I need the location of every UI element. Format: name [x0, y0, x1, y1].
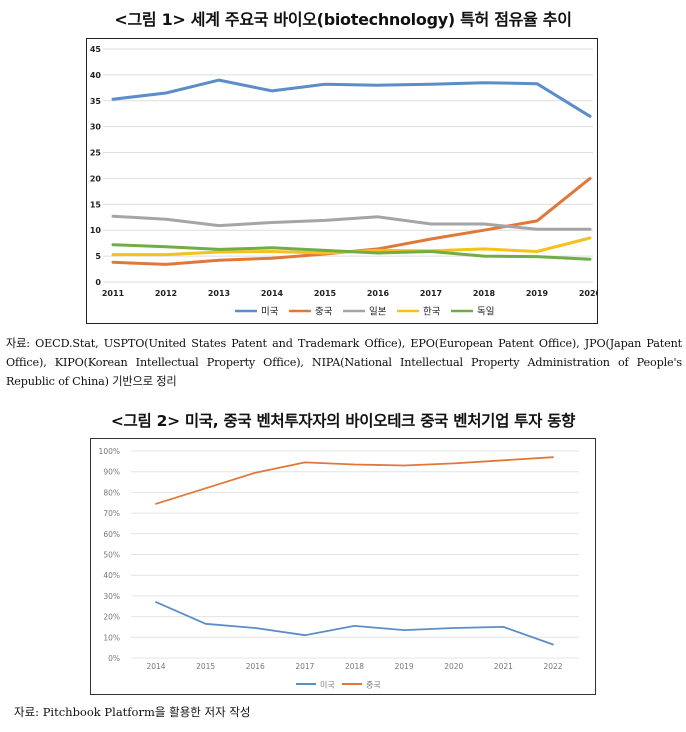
x-tick-label: 2017	[295, 662, 314, 671]
y-tick-label: 40%	[103, 571, 120, 580]
y-tick-label: 5	[95, 252, 101, 261]
y-tick-label: 20%	[103, 613, 120, 622]
y-tick-label: 0%	[108, 654, 120, 663]
chart2-frame: 0% 10% 20% 30% 40% 50% 60% 70% 80% 90% 100% 2014 201…	[90, 438, 596, 695]
y-tick-label: 10	[90, 226, 102, 235]
x-tick-label: 2016	[246, 662, 265, 671]
x-tick-label: 2016	[367, 289, 390, 298]
legend-label: 중국	[315, 307, 333, 318]
y-tick-label: 10%	[103, 633, 120, 642]
x-tick-label: 2014	[146, 662, 165, 671]
y-tick-label: 35	[90, 97, 102, 106]
legend-label: 중국	[366, 681, 381, 690]
series-line-1	[155, 456, 554, 505]
y-tick-label: 30	[90, 123, 102, 132]
legend-label: 미국	[261, 307, 279, 318]
x-tick-label: 2014	[261, 289, 284, 298]
x-tick-label: 2021	[494, 662, 513, 671]
x-tick-label: 2018	[345, 662, 364, 671]
x-tick-label: 2013	[208, 289, 230, 298]
figure2-source-note: 자료: Pitchbook Platform을 활용한 저자 작성	[14, 705, 251, 719]
x-tick-label: 2012	[155, 289, 177, 298]
legend-label: 독일	[477, 307, 494, 318]
series-line-0	[111, 78, 592, 118]
x-tick-label: 2020	[444, 662, 463, 671]
series-line-4	[111, 243, 592, 261]
x-tick-label: 2020	[579, 289, 597, 298]
x-tick-label: 2015	[196, 662, 215, 671]
y-tick-label: 0	[95, 278, 101, 287]
y-tick-label: 50%	[103, 551, 120, 560]
y-tick-label: 25	[90, 149, 102, 158]
y-tick-label: 80%	[103, 488, 120, 497]
y-tick-label: 20	[90, 174, 102, 183]
chart1-frame: 0 5 10 15 20 25 30 35 40 45 2011 2012 2013 2014 2015 20…	[86, 38, 598, 324]
chart2-plot: 0% 10% 20% 30% 40% 50% 60% 70% 80% 90% 100% 2014 201…	[99, 447, 579, 690]
legend-label: 일본	[369, 307, 387, 318]
legend-label: 미국	[320, 681, 335, 690]
y-tick-label: 100%	[99, 447, 120, 456]
x-tick-label: 2018	[473, 289, 496, 298]
x-tick-label: 2019	[395, 662, 414, 671]
x-tick-label: 2015	[314, 289, 337, 298]
x-tick-label: 2019	[526, 289, 549, 298]
y-tick-label: 15	[90, 200, 102, 209]
x-tick-label: 2011	[102, 289, 125, 298]
figure1-source-note: 자료: OECD.Stat, USPTO(United States Paten…	[6, 337, 682, 388]
series-line-0	[155, 601, 554, 646]
chart1-plot: 0 5 10 15 20 25 30 35 40 45 2011 2012 2013 2014 2015 20…	[90, 45, 597, 318]
figure1-title: <그림 1> 세계 주요국 바이오(biotechnology) 특허 점유율 …	[114, 10, 572, 29]
y-tick-label: 40	[90, 71, 102, 80]
figure2-title: <그림 2> 미국, 중국 벤처투자자의 바이오테크 중국 벤처기업 투자 동향	[110, 412, 576, 430]
series-line-2	[111, 214, 592, 231]
y-tick-label: 45	[90, 45, 102, 54]
y-tick-label: 60%	[103, 530, 120, 539]
y-tick-label: 30%	[103, 592, 120, 601]
x-tick-label: 2017	[420, 289, 442, 298]
y-tick-label: 90%	[103, 468, 120, 477]
x-tick-label: 2022	[543, 662, 562, 671]
y-tick-label: 70%	[103, 509, 120, 518]
legend-label: 한국	[423, 307, 441, 318]
